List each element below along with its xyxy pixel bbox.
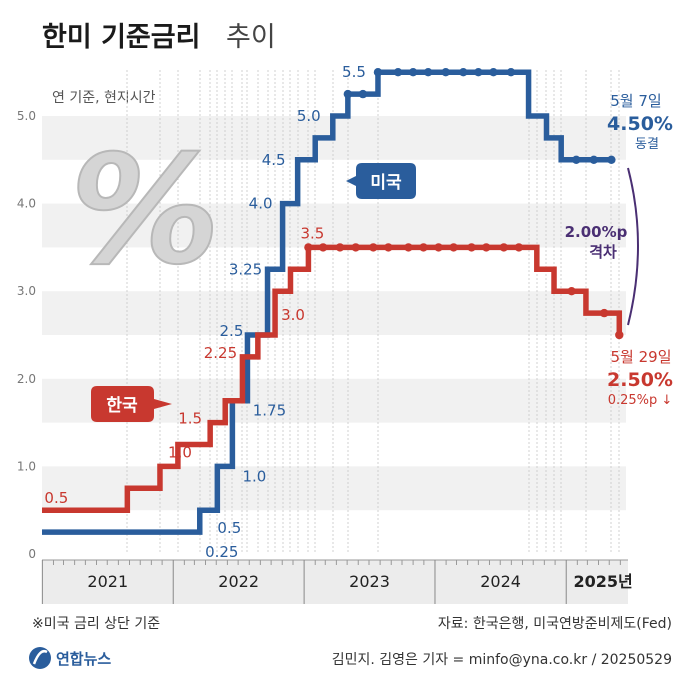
value-label: 0.5 [217, 519, 241, 537]
series-marker [499, 243, 509, 252]
gap-bracket [627, 167, 639, 326]
value-label: 1.0 [168, 443, 192, 461]
series-marker [423, 68, 433, 77]
series-line [42, 244, 623, 513]
value-label: 4.0 [249, 195, 273, 213]
value-labels: 0.25 0.5 1.0 1.75 2.5 3.25 4.0 4.5 5.0 5.5 0.5 1.0 1… [44, 63, 365, 561]
series-marker [589, 155, 599, 164]
year-label: 2024 [480, 572, 521, 591]
series-marker [373, 68, 383, 77]
series-marker [459, 68, 468, 77]
x-axis-band [42, 560, 628, 604]
series-marker [572, 155, 581, 164]
y-tick-label: 1.0 [17, 459, 36, 473]
series-marker [489, 68, 498, 77]
us-end-value: 4.50% [607, 113, 673, 135]
series-marker [514, 243, 524, 252]
logo-text: 연합뉴스 [56, 650, 111, 668]
series-marker [408, 68, 418, 77]
y-tick-label: 4.0 [17, 197, 36, 211]
series-marker [615, 330, 624, 340]
series-marker [506, 68, 516, 77]
korea-rate-series [42, 243, 624, 513]
value-label: 0.25 [205, 543, 238, 561]
series-marker [419, 243, 428, 252]
series-marker [318, 243, 328, 252]
us-end-note: 동결 [635, 137, 659, 152]
series-marker [567, 287, 576, 296]
value-label: 0.5 [44, 489, 68, 507]
us-series-badge: 미국 [346, 163, 416, 199]
year-label: 2021 [87, 572, 128, 591]
series-marker [467, 243, 476, 252]
series-marker [358, 89, 368, 99]
footnote: ※미국 금리 상단 기준 [32, 616, 160, 632]
source: 자료: 한국은행, 미국연방준비제도(Fed) [438, 616, 672, 632]
y-tick-label: 0 [28, 547, 36, 561]
series-marker [343, 89, 353, 99]
value-label: 1.5 [178, 410, 202, 428]
korea-series-badge: 한국 [91, 386, 172, 422]
series-marker [335, 243, 345, 252]
series-line [42, 69, 612, 535]
y-tick-label: 3.0 [17, 284, 36, 298]
series-marker [607, 155, 616, 164]
series-marker [393, 68, 403, 77]
korea-series-name: 한국 [106, 396, 138, 416]
series-marker [304, 243, 313, 252]
subtitle: 연 기준, 현지시간 [52, 90, 156, 106]
korea-end-note: 0.25%p ↓ [608, 393, 673, 408]
series-marker [404, 243, 413, 252]
gap-label: 격차 [589, 243, 617, 261]
series-marker [600, 308, 609, 318]
year-label: 2025년 [573, 572, 632, 591]
credit: 김민지. 김영은 기자 = minfo@yna.co.kr / 20250529 [332, 652, 672, 668]
year-label: 2022 [218, 572, 259, 591]
value-label: 5.0 [297, 107, 321, 125]
us-end-date: 5월 7일 [610, 92, 661, 110]
value-label: 2.5 [220, 322, 244, 340]
yonhap-logo-icon [29, 647, 51, 669]
value-label: 2.25 [204, 344, 237, 362]
value-label: 1.75 [253, 402, 286, 420]
value-label: 4.5 [262, 151, 286, 169]
us-rate-series [42, 68, 616, 535]
series-marker [474, 68, 483, 77]
title-light: 추이 [226, 22, 276, 53]
series-marker [384, 243, 393, 252]
korea-end-value: 2.50% [607, 369, 673, 391]
title-bold: 한미 기준금리 [42, 22, 200, 53]
y-axis-ticks: 0 1.0 2.0 3.0 4.0 5.0 [17, 109, 36, 561]
value-label: 3.0 [281, 306, 305, 324]
series-marker [441, 68, 450, 77]
series-marker [482, 243, 491, 252]
series-marker [369, 243, 378, 252]
series-marker [351, 243, 360, 252]
gap-value: 2.00%p [565, 223, 628, 241]
series-marker [449, 243, 458, 252]
y-tick-label: 2.0 [17, 372, 36, 386]
series-marker [434, 243, 443, 252]
yonhap-logo: 연합뉴스 [29, 647, 111, 669]
value-label: 5.5 [342, 63, 366, 81]
value-label: 3.5 [300, 224, 324, 242]
y-tick-label: 5.0 [17, 109, 36, 123]
percent-watermark-icon: % [70, 124, 220, 298]
us-series-name: 미국 [370, 173, 402, 193]
x-axis: 2021 2022 2023 2024 2025년 [41, 559, 633, 604]
value-label: 1.0 [242, 467, 266, 485]
year-label: 2023 [349, 572, 390, 591]
korea-end-date: 5월 29일 [611, 348, 672, 366]
value-label: 3.25 [229, 260, 262, 278]
